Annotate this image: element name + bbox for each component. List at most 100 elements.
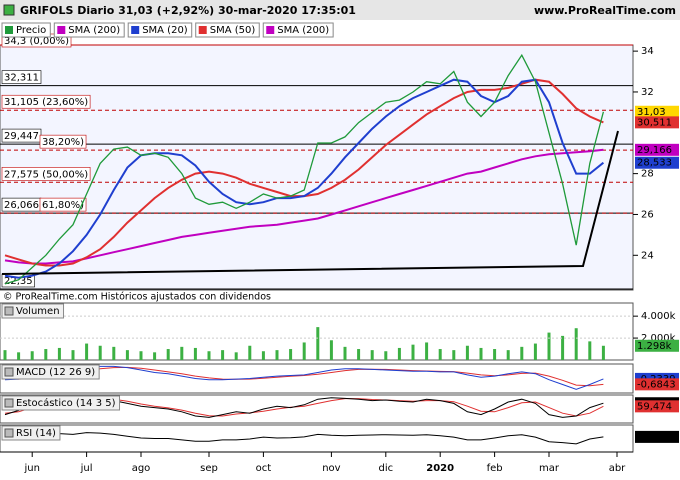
- volume-bar: [85, 343, 89, 360]
- volume-bar: [452, 350, 456, 360]
- last-value-label: 59,474: [637, 401, 672, 412]
- level-label: 29,447: [4, 131, 39, 142]
- last-value-box: [635, 378, 679, 391]
- series-line: [4, 432, 604, 445]
- legend-box: [195, 22, 260, 38]
- volume-bar: [44, 349, 48, 360]
- volume-bar: [30, 351, 34, 360]
- y-tick-label: 28: [641, 169, 654, 180]
- volume-bar: [370, 350, 374, 360]
- volume-bar: [71, 350, 75, 360]
- volume-bar: [520, 346, 524, 360]
- last-value-box: [635, 430, 679, 443]
- legend-label: Precio: [16, 25, 46, 36]
- level-label: 38,20%): [42, 137, 84, 148]
- x-tick-label: jul: [80, 463, 93, 474]
- legend-box: [1, 22, 51, 38]
- x-tick-label: mar: [539, 463, 560, 474]
- volume-bar: [588, 341, 592, 360]
- volume-bar: [411, 344, 415, 360]
- legend-swatch: [57, 26, 66, 34]
- legend-label: SMA (200): [277, 25, 329, 36]
- volume-bar: [112, 346, 116, 360]
- legend-label: SMA (200): [68, 25, 120, 36]
- trend-line: [1, 130, 619, 275]
- x-tick-label: jun: [23, 463, 39, 474]
- series-line: [4, 366, 604, 387]
- last-value-label: 28,533: [637, 158, 672, 169]
- panel-title: Estocástico (14 3 5): [16, 397, 116, 409]
- volume-bar: [506, 350, 510, 360]
- panel-icon: [4, 367, 14, 377]
- panel-title: Volumen: [16, 306, 60, 317]
- last-value-label: 55,954: [637, 432, 672, 443]
- volume-bar: [234, 352, 238, 360]
- legend-label: SMA (20): [142, 25, 188, 36]
- y-tick-label: 4.000k: [641, 311, 676, 322]
- x-tick-label: oct: [256, 463, 272, 474]
- volume-bar: [357, 349, 361, 360]
- site-name: www.ProRealTime.com: [534, 4, 676, 17]
- last-value-box: [635, 400, 679, 413]
- last-value-box: [635, 143, 679, 156]
- last-value-label: 1.298k: [637, 341, 672, 352]
- volume-bar: [561, 335, 565, 360]
- volume-bar: [248, 345, 252, 360]
- volume-bar: [207, 351, 211, 360]
- legend-box: [262, 22, 334, 38]
- volume-bar: [329, 340, 333, 360]
- volume-bar: [601, 345, 605, 360]
- volume-bar: [533, 343, 537, 360]
- y-tick-label: 32: [641, 87, 654, 98]
- level-label-box: [1, 70, 42, 84]
- level-label: 31,105 (23,60%): [4, 97, 88, 108]
- volume-bar: [221, 350, 225, 360]
- series-line: [4, 53, 605, 285]
- volume-bar: [289, 349, 293, 360]
- series-line: [4, 148, 604, 265]
- volume-bar: [57, 347, 61, 360]
- volume-bar: [275, 350, 279, 360]
- x-tick-label: dic: [378, 463, 393, 474]
- x-tick-label: sep: [200, 463, 218, 474]
- volume-bar: [493, 349, 497, 360]
- last-value-label: -0,6843: [637, 379, 676, 390]
- x-tick-label: feb: [487, 463, 503, 474]
- panel-title-box: [1, 425, 61, 441]
- volume-bar: [438, 349, 442, 360]
- volume-bar: [343, 346, 347, 360]
- volume-bar: [397, 347, 401, 360]
- x-tick-label: abr: [609, 463, 626, 474]
- panel-title-box: [1, 395, 121, 411]
- legend-swatch: [198, 26, 207, 34]
- chart-title: GRIFOLS Diario 31,03 (+2,92%) 30-mar-202…: [20, 4, 356, 17]
- panel-title-box: [1, 364, 100, 380]
- series-line: [4, 365, 604, 390]
- volume-bar: [3, 350, 7, 360]
- level-label-box: [1, 167, 91, 181]
- last-value-label: 29,166: [637, 145, 672, 156]
- header-icon: [3, 4, 15, 16]
- volume-bar: [384, 351, 388, 360]
- legend-box: [53, 22, 125, 38]
- panel-background: [0, 424, 634, 453]
- last-value-box: [635, 105, 679, 118]
- legend-box: [127, 22, 193, 38]
- volume-bar: [139, 351, 143, 360]
- legend-swatch: [5, 26, 13, 34]
- volume-bar: [166, 349, 170, 360]
- y-tick-label: 26: [641, 209, 654, 220]
- y-tick-label: 34: [641, 46, 654, 57]
- volume-bar: [153, 352, 157, 360]
- level-label: 32,311: [4, 73, 39, 84]
- volume-bar: [180, 346, 184, 360]
- x-tick-label: nov: [322, 463, 340, 474]
- x-tick-label: 2020: [426, 463, 454, 474]
- last-value-label: 30,511: [637, 117, 672, 128]
- last-value-box: [635, 339, 679, 352]
- legend-swatch: [131, 26, 140, 34]
- panel-title-box: [1, 303, 65, 319]
- volume-bar: [479, 347, 483, 360]
- volume-bar: [193, 347, 197, 360]
